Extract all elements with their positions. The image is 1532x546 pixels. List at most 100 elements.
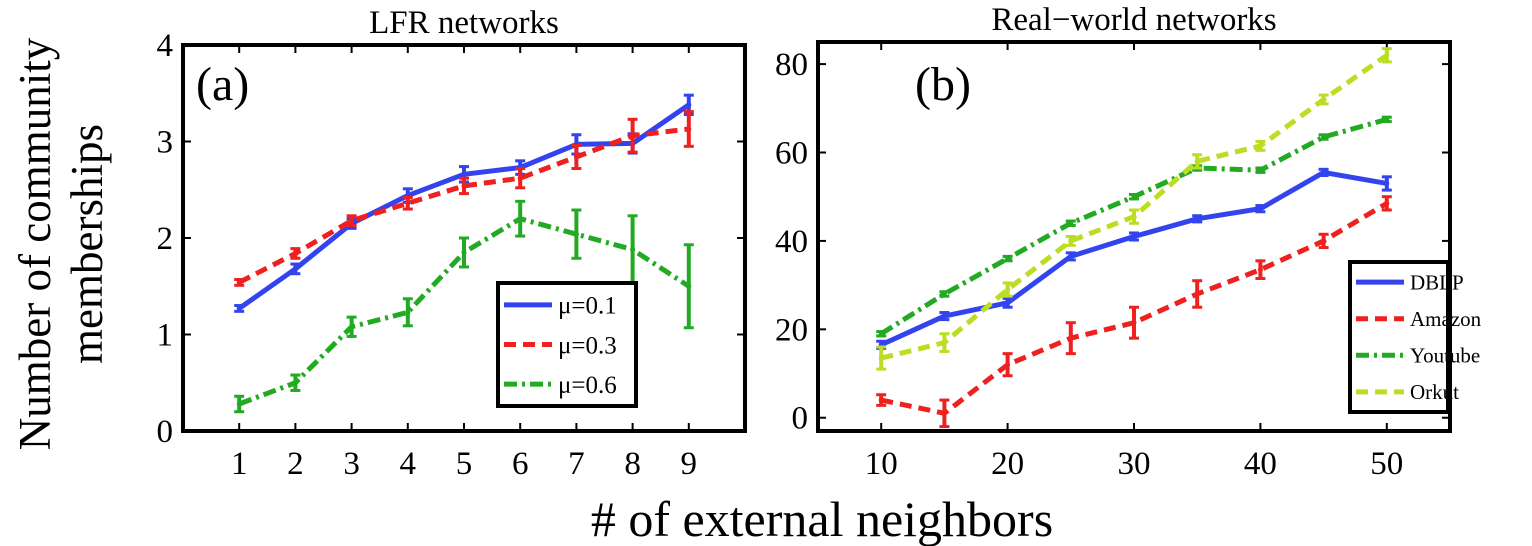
data-point [941,340,947,346]
y-axis-label-line2: memberships [62,124,112,364]
x-tick-label: 3 [343,446,360,482]
data-point [1068,335,1074,341]
data-point [1131,320,1137,326]
x-tick-label: 4 [400,446,417,482]
data-point [1384,116,1390,122]
data-point [292,380,298,386]
data-point [1131,194,1137,200]
chart-title: Real−world networks [991,2,1276,38]
data-point [630,247,636,253]
y-tick-label: 4 [157,28,174,64]
data-point [292,250,298,256]
data-point [1384,52,1390,58]
data-point [349,218,355,224]
data-point [1005,300,1011,306]
x-tick-label: 1 [231,446,248,482]
y-axis-label-line1: Number of community [10,37,60,450]
panel-real-world: Real−world networks 10 20 30 40 50 0 20 40 60 80 (b… [775,2,1482,482]
y-tick-label: 2 [157,221,174,257]
data-point [1194,158,1200,164]
y-tick-label: 60 [775,136,808,172]
data-point [1068,238,1074,244]
data-point [686,283,692,289]
data-point [405,200,411,206]
x-tick-label: 7 [568,446,585,482]
legend-label: Amazon [1410,307,1482,331]
y-tick-label: 20 [775,312,808,348]
data-point [1384,180,1390,186]
panel-label: (a) [196,58,249,111]
data-point [573,231,579,237]
data-point [941,291,947,297]
x-tick-label: 5 [456,446,473,482]
data-point [941,410,947,416]
data-point [349,324,355,330]
data-point [1257,206,1263,212]
data-point [1194,291,1200,297]
data-point [1257,143,1263,149]
data-point [878,397,884,403]
x-tick-label: 40 [1244,446,1277,482]
data-point [517,175,523,181]
x-tick-label: 50 [1370,446,1403,482]
plot-frame [816,40,1452,433]
legend: DBLP Amazon Youtube Orkut [1348,260,1482,414]
data-point [236,279,242,285]
legend: μ=0.1 μ=0.3 μ=0.6 [496,281,638,408]
legend-label: Youtube [1410,344,1480,368]
x-tick-label: 8 [624,446,641,482]
data-point [941,313,947,319]
data-point [1321,134,1327,140]
y-tick-label: 40 [775,224,808,260]
data-point [1321,169,1327,175]
data-point [461,171,467,177]
data-point [461,249,467,255]
data-point [1131,214,1137,220]
data-point [236,305,242,311]
data-point [1194,216,1200,222]
data-point [1321,238,1327,244]
series-line--0-1 [237,102,691,311]
legend-label: μ=0.1 [558,293,617,320]
legend-box [1348,260,1450,414]
data-point [1257,167,1263,173]
legend-label: DBLP [1410,270,1464,294]
legend-label: μ=0.3 [558,332,617,359]
data-point [1321,96,1327,102]
data-point [573,154,579,160]
x-tick-label: 20 [991,446,1024,482]
data-point [878,331,884,337]
x-tick-label: 10 [865,446,898,482]
x-tick-label: 2 [287,446,304,482]
data-point [1131,234,1137,239]
data-point [1384,200,1390,206]
series-line-youtube [879,116,1388,336]
plot-frame [181,43,747,433]
legend-label: Orkut [1410,380,1459,404]
series-line--0-3 [238,126,690,285]
data-point [686,102,692,108]
data-point [1005,287,1011,293]
x-tick-label: 6 [512,446,529,482]
data-point [292,266,298,272]
data-point [405,309,411,315]
data-point [1005,256,1011,262]
data-point [1257,267,1263,273]
data-point [517,216,523,222]
data-point [1068,253,1074,259]
y-tick-label: 1 [157,318,174,354]
legend-label: μ=0.6 [558,372,617,399]
data-point [461,183,467,189]
data-point [630,133,636,139]
y-tick-label: 80 [775,47,808,83]
data-point [1068,220,1074,226]
data-point [1005,362,1011,368]
data-point [686,126,692,132]
data-point [878,355,884,361]
chart-title: LFR networks [369,5,559,41]
y-tick-label: 0 [157,414,174,450]
y-tick-label: 3 [157,125,174,161]
x-tick-label: 9 [681,446,698,482]
